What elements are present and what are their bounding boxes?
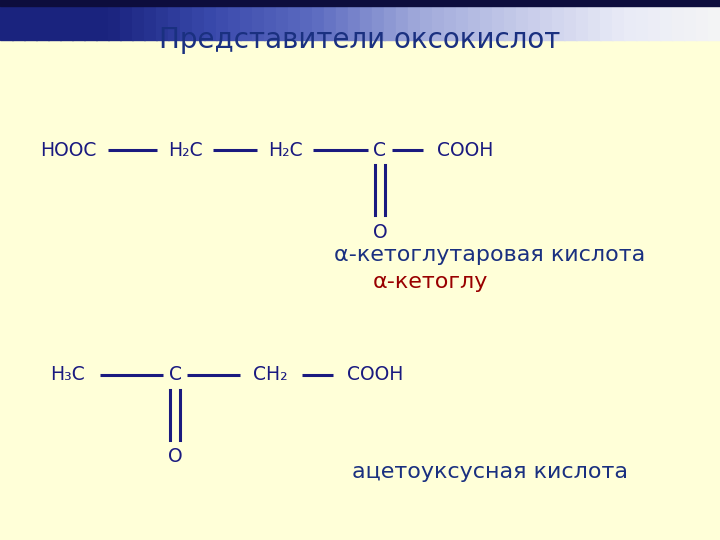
Bar	[48, 0, 61, 40]
Bar	[300, 0, 313, 40]
Text: H₂C: H₂C	[268, 140, 302, 159]
Bar	[564, 0, 577, 40]
Text: COOH: COOH	[347, 366, 403, 384]
Bar	[96, 0, 109, 40]
Bar	[84, 0, 97, 40]
Bar	[624, 0, 637, 40]
Bar	[264, 0, 277, 40]
Bar	[180, 0, 193, 40]
Bar	[36, 0, 49, 40]
Bar	[288, 0, 301, 40]
Bar	[504, 0, 517, 40]
Bar	[360, 0, 373, 40]
Bar	[312, 0, 325, 40]
Bar	[0, 0, 720, 6]
Bar	[528, 0, 541, 40]
Bar	[444, 0, 457, 40]
Bar	[228, 0, 241, 40]
Bar	[108, 0, 121, 40]
Bar	[60, 0, 73, 40]
Bar	[408, 0, 421, 40]
Bar	[516, 0, 529, 40]
Bar	[156, 0, 169, 40]
Text: ацетоуксусная кислота: ацетоуксусная кислота	[352, 462, 628, 482]
Bar	[696, 0, 709, 40]
Text: Представители оксокислот: Представители оксокислот	[159, 26, 561, 54]
Text: α-кетоглу: α-кетоглу	[372, 272, 487, 292]
Bar	[120, 0, 133, 40]
Bar	[600, 0, 613, 40]
Bar	[168, 0, 181, 40]
Bar	[576, 0, 589, 40]
Text: C: C	[168, 366, 181, 384]
Bar	[468, 0, 481, 40]
Bar	[216, 0, 229, 40]
Bar	[456, 0, 469, 40]
Bar	[420, 0, 433, 40]
Bar	[72, 0, 85, 40]
Bar	[552, 0, 565, 40]
Bar	[612, 0, 625, 40]
Bar	[480, 0, 493, 40]
Bar	[336, 0, 349, 40]
Bar	[324, 0, 337, 40]
Text: C: C	[374, 140, 387, 159]
Bar	[372, 0, 385, 40]
Text: CH₂: CH₂	[253, 366, 287, 384]
Bar	[132, 0, 145, 40]
Bar	[12, 0, 25, 40]
Text: H₂C: H₂C	[168, 140, 202, 159]
Bar	[276, 0, 289, 40]
Bar	[240, 0, 253, 40]
Bar	[648, 0, 661, 40]
Text: α-кетоглутаровая кислота: α-кетоглутаровая кислота	[334, 245, 646, 265]
Bar	[492, 0, 505, 40]
Text: H₃C: H₃C	[50, 366, 86, 384]
Bar	[540, 0, 553, 40]
Bar	[708, 0, 720, 40]
Bar	[252, 0, 265, 40]
Bar	[24, 0, 37, 40]
Bar	[144, 0, 157, 40]
Bar	[636, 0, 649, 40]
Text: HOOC: HOOC	[40, 140, 96, 159]
Text: O: O	[373, 222, 387, 241]
Text: O: O	[168, 448, 182, 467]
Bar	[396, 0, 409, 40]
Text: COOH: COOH	[437, 140, 493, 159]
Bar	[660, 0, 673, 40]
Bar	[672, 0, 685, 40]
Bar	[0, 0, 13, 40]
Bar	[348, 0, 361, 40]
Bar	[588, 0, 601, 40]
Bar	[684, 0, 697, 40]
Bar	[432, 0, 445, 40]
Bar	[384, 0, 397, 40]
Bar	[204, 0, 217, 40]
Bar	[192, 0, 205, 40]
